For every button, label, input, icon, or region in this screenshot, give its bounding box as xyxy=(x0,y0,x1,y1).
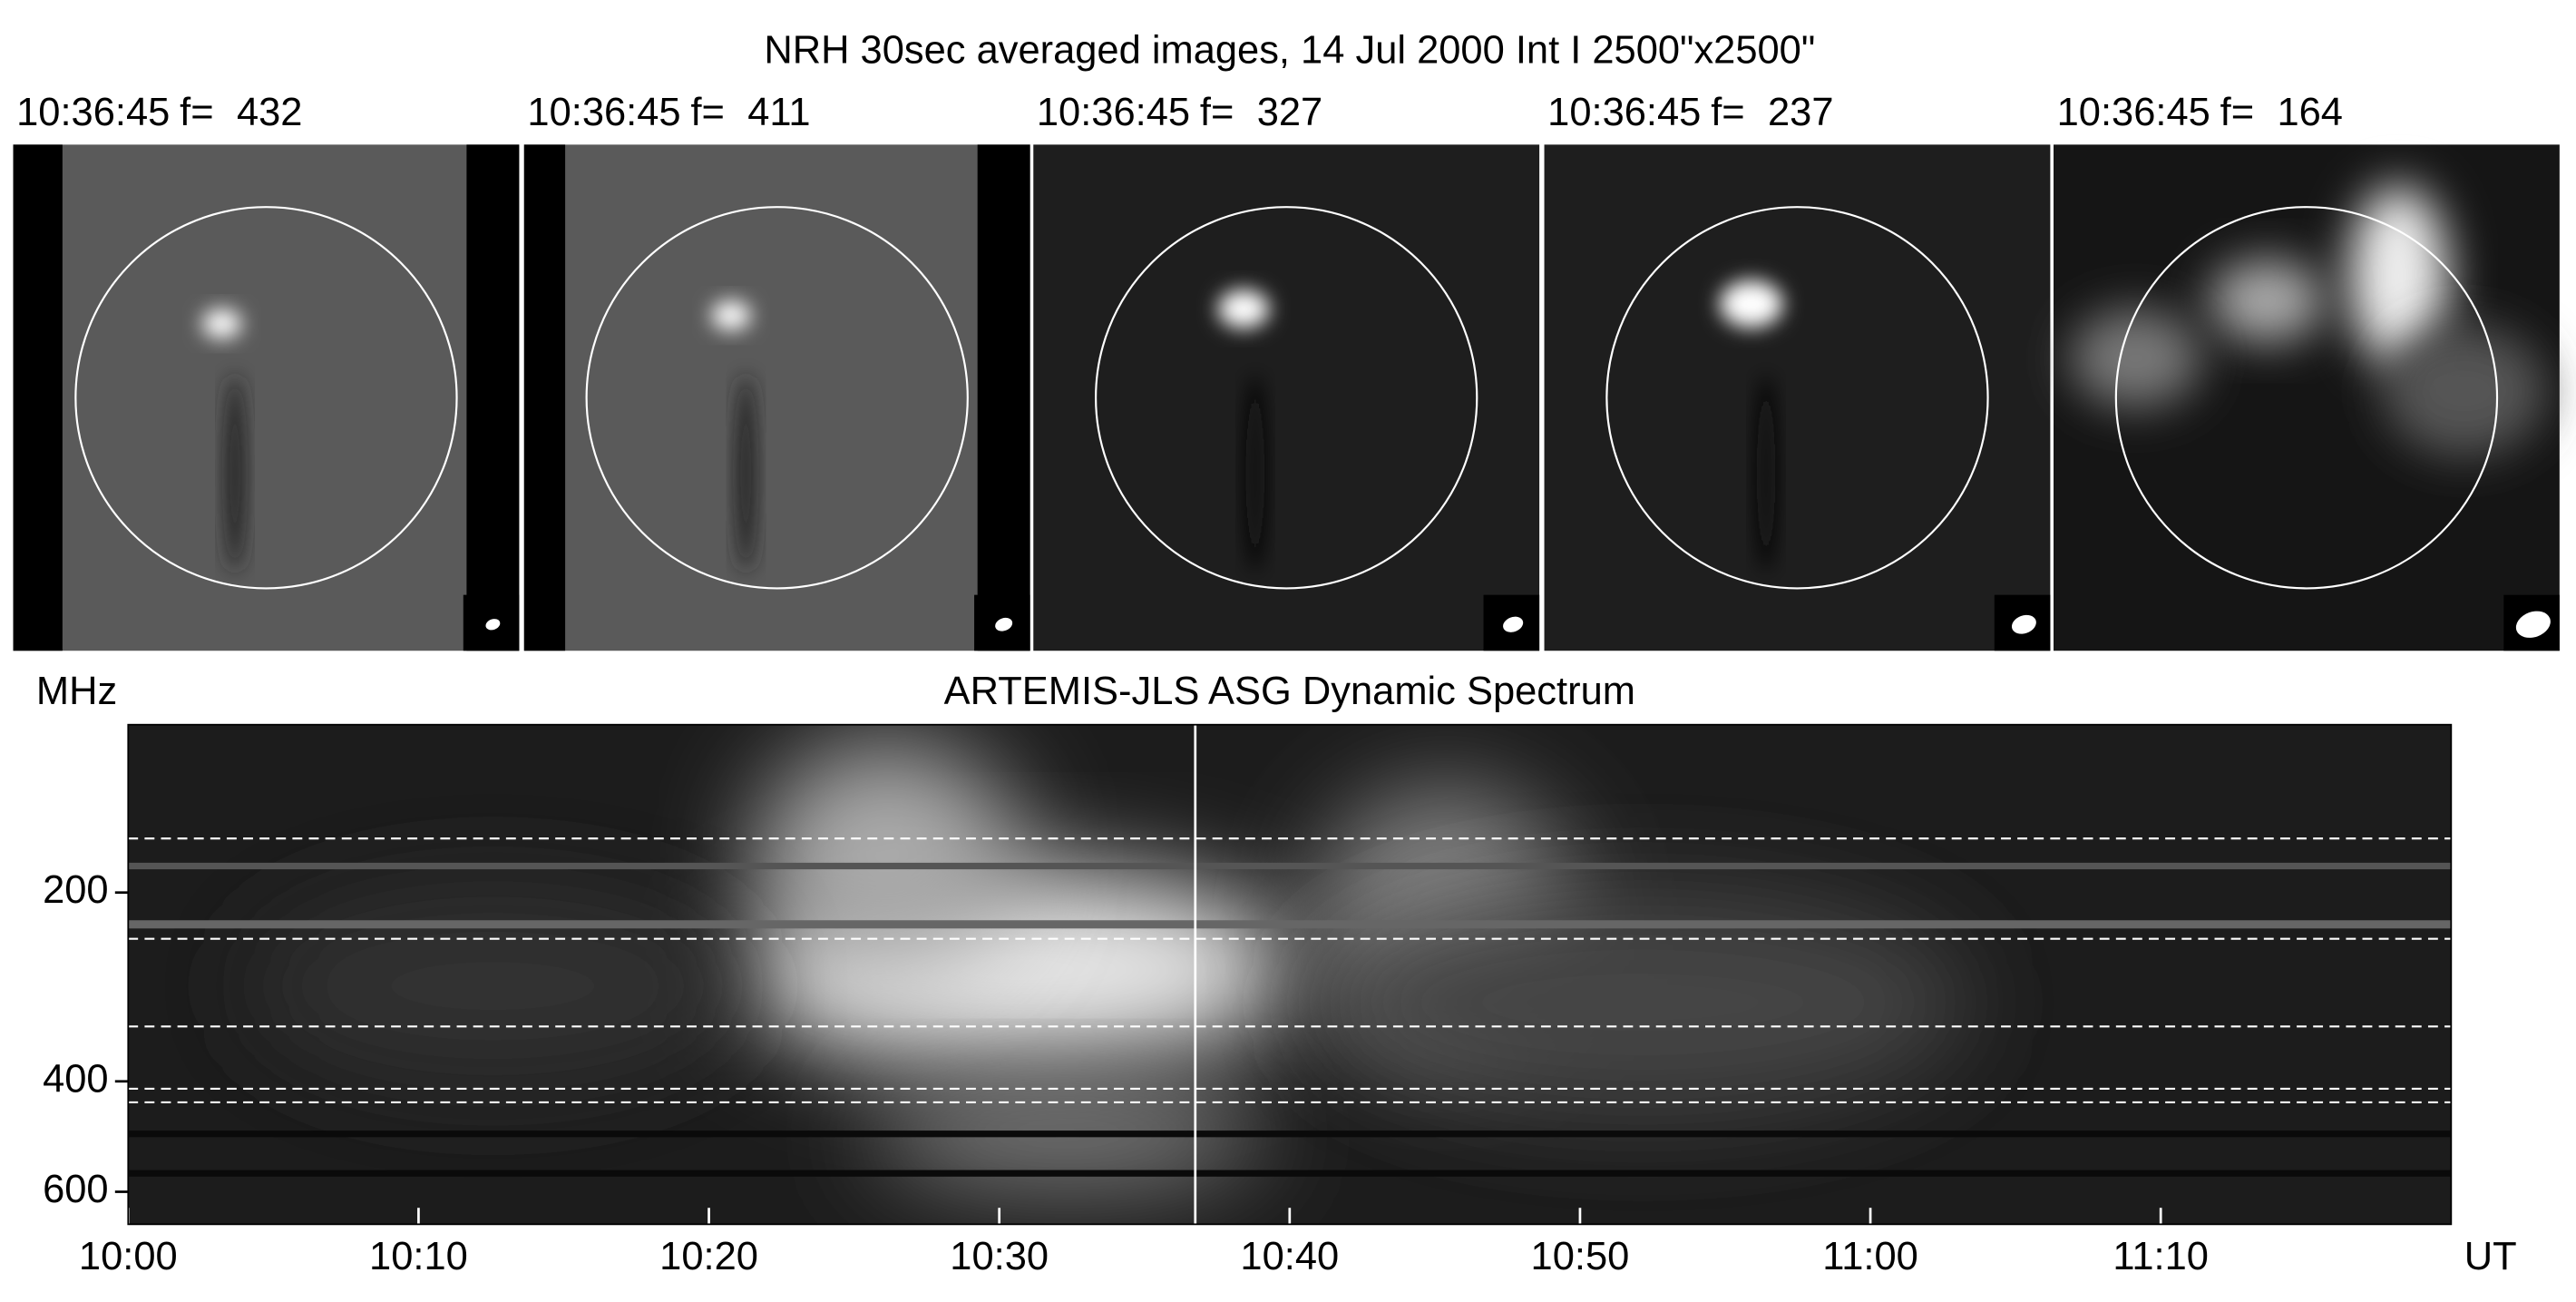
band xyxy=(128,1131,2452,1138)
dark-trail xyxy=(225,374,245,573)
x-tick-label: 11:10 xyxy=(2113,1235,2209,1278)
band xyxy=(128,920,2452,929)
panel-background xyxy=(13,144,520,651)
x-tick-label: 10:30 xyxy=(950,1235,1049,1278)
panel-time: 10:36:45 xyxy=(16,91,170,134)
source xyxy=(2349,185,2448,367)
panel-freq-label: f= xyxy=(2220,91,2254,134)
panel-label: 10:36:45 f= 411 xyxy=(527,91,810,134)
source xyxy=(711,300,751,331)
mask xyxy=(523,144,566,651)
solar-limb xyxy=(2114,206,2499,590)
panel-freq-label: f= xyxy=(1200,91,1234,134)
panel-time: 10:36:45 xyxy=(1037,91,1190,134)
mask xyxy=(466,144,520,651)
panel-background xyxy=(523,144,1030,651)
beam xyxy=(485,619,501,631)
image-panels: 10:36:45 f= 432 10:36:45 f= 411 10:36:45 f= 327 1… xyxy=(13,91,2560,651)
image-panel: 10:36:45 f= 327 xyxy=(1033,91,1540,651)
spectrum-title: ARTEMIS-JLS ASG Dynamic Spectrum xyxy=(944,670,1635,713)
x-tick-label: 10:20 xyxy=(659,1235,758,1278)
dark-trail xyxy=(1756,374,1776,573)
panel-frequency: 432 xyxy=(237,91,303,134)
y-tick-label: 200 xyxy=(43,868,109,912)
spectrum xyxy=(128,724,2452,1225)
x-axis-label: UT xyxy=(2464,1235,2517,1278)
image-panel: 10:36:45 f= 237 xyxy=(1544,91,2051,651)
image-panel: 10:36:45 f= 411 xyxy=(523,91,1030,651)
x-tick-label: 11:00 xyxy=(1822,1235,1918,1278)
band xyxy=(128,1170,2452,1177)
dark-trail xyxy=(736,374,756,573)
x-tick-label: 10:40 xyxy=(1240,1235,1339,1278)
panel-frequency: 327 xyxy=(1257,91,1323,134)
axes: 200 400 600 10:00 10:10 10:20 10:30 10:40 10:50 1… xyxy=(43,723,2453,1278)
plot-frame xyxy=(127,723,2453,1226)
source xyxy=(201,308,242,339)
panel-frequency: 411 xyxy=(747,91,810,134)
panel-frequency: 164 xyxy=(2277,91,2343,134)
emission xyxy=(756,739,1019,970)
panel-label: 10:36:45 f= 327 xyxy=(1037,91,1322,134)
y-axis-label: MHz xyxy=(36,670,117,713)
panel-time: 10:36:45 xyxy=(527,91,680,134)
panel-label: 10:36:45 f= 164 xyxy=(2057,91,2343,134)
y-tick-label: 400 xyxy=(43,1057,109,1101)
panel-freq-label: f= xyxy=(690,91,724,134)
x-tick-label: 10:00 xyxy=(79,1235,178,1278)
beam xyxy=(2011,614,2036,634)
panel-frequency: 237 xyxy=(1768,91,1833,134)
beam xyxy=(995,617,1013,631)
panel-freq-label: f= xyxy=(180,91,213,134)
source xyxy=(1719,279,1783,328)
mask xyxy=(13,144,63,651)
mask xyxy=(977,144,1030,651)
source xyxy=(2210,259,2325,342)
solar-limb xyxy=(74,206,458,590)
solar-limb xyxy=(1605,206,1989,590)
panel-background xyxy=(1544,144,2051,651)
x-tick-label: 10:50 xyxy=(1531,1235,1630,1278)
solar-limb xyxy=(585,206,969,590)
panel-freq-label: f= xyxy=(1711,91,1744,134)
x-tick-label: 10:10 xyxy=(369,1235,468,1278)
panel-label: 10:36:45 f= 432 xyxy=(16,91,302,134)
solar-limb xyxy=(1095,206,1478,590)
spectrum-emission xyxy=(128,739,2452,1192)
beam xyxy=(2515,611,2551,638)
dark-trail xyxy=(1244,374,1265,573)
image-panel: 10:36:45 f= 164 xyxy=(2054,91,2560,651)
panel-label: 10:36:45 f= 237 xyxy=(1547,91,1833,134)
panel-time: 10:36:45 xyxy=(1547,91,1701,134)
y-tick-label: 600 xyxy=(43,1168,109,1211)
source xyxy=(2382,325,2547,457)
band xyxy=(128,862,2452,870)
source xyxy=(2070,308,2202,408)
emission xyxy=(246,887,740,1085)
beam xyxy=(1503,616,1524,632)
emission xyxy=(1313,887,1972,1118)
panel-background xyxy=(1033,144,1540,651)
panel-time: 10:36:45 xyxy=(2057,91,2210,134)
source xyxy=(1217,289,1270,328)
image-panel: 10:36:45 f= 432 xyxy=(13,91,520,651)
figure-title: NRH 30sec averaged images, 14 Jul 2000 I… xyxy=(764,28,1815,72)
